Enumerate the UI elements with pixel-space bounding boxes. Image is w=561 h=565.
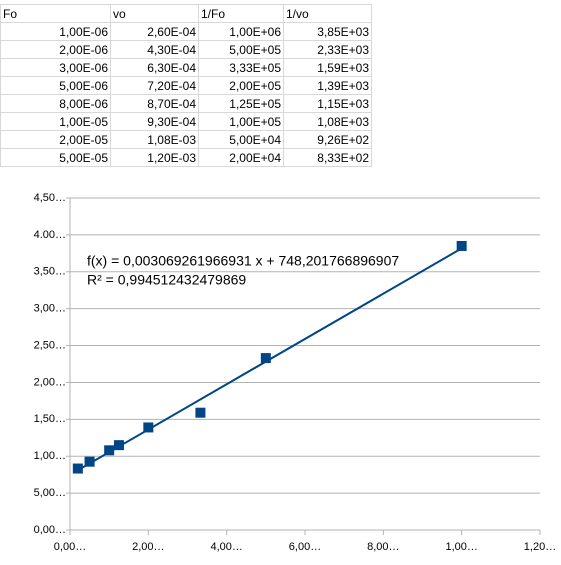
table-cell: 8,00E-06 bbox=[0, 94, 111, 113]
table-cell: 5,00E-05 bbox=[0, 148, 111, 167]
table-cell: 1,00E-05 bbox=[0, 112, 111, 131]
table-row: 5,00E-05 1,20E-03 2,00E+04 8,33E+02 bbox=[0, 148, 372, 167]
x-tick-label: 0,00… bbox=[54, 541, 86, 553]
table-cell: 2,00E+04 bbox=[198, 148, 284, 167]
trendline-equation: f(x) = 0,003069261966931 x + 748,2017668… bbox=[87, 253, 399, 269]
x-tick-label: 1,00… bbox=[445, 541, 477, 553]
table-cell: 8,70E-04 bbox=[110, 94, 199, 113]
y-tick-label: 3,00… bbox=[34, 303, 66, 315]
table-cell: 4,30E-04 bbox=[110, 40, 199, 59]
table-cell: 1,00E-06 bbox=[0, 22, 111, 41]
table-cell: 1,08E-03 bbox=[110, 130, 199, 149]
data-point bbox=[72, 463, 83, 474]
data-point bbox=[260, 353, 271, 364]
y-tick-label: 4,50… bbox=[34, 192, 66, 204]
table-cell: 1,59E+03 bbox=[283, 58, 372, 77]
y-tick-label: 4.00… bbox=[34, 229, 66, 241]
data-point bbox=[84, 456, 95, 467]
y-tick-label: 5,00… bbox=[34, 487, 66, 499]
y-tick-label: 3,50… bbox=[34, 266, 66, 278]
x-tick-label: 6,00… bbox=[289, 541, 321, 553]
data-point bbox=[104, 445, 115, 456]
x-tick-label: 4,00… bbox=[210, 541, 242, 553]
table-cell: 1,39E+03 bbox=[283, 76, 372, 95]
table-cell: 8,33E+02 bbox=[283, 148, 372, 167]
x-tick-label: 1,20… bbox=[524, 541, 556, 553]
table-cell: 9,26E+02 bbox=[283, 130, 372, 149]
y-tick-label: 0,00… bbox=[34, 524, 66, 536]
data-point bbox=[113, 440, 124, 451]
table-row: 5,00E-06 7,20E-04 2,00E+05 1,39E+03 bbox=[0, 76, 372, 95]
y-tick-label: 2,00… bbox=[34, 376, 66, 388]
table-cell: 1,00E+05 bbox=[198, 112, 284, 131]
y-tick-label: 1,50… bbox=[34, 413, 66, 425]
x-tick-label: 2,00… bbox=[132, 541, 164, 553]
table-row: 3,00E-06 6,30E-04 3,33E+05 1,59E+03 bbox=[0, 58, 372, 77]
data-table: Fo vo 1/Fo 1/vo 1,00E-06 2,60E-04 1,00E+06 3,85… bbox=[0, 4, 372, 167]
y-tick-label: 2,50… bbox=[34, 339, 66, 351]
table-row: 8,00E-06 8,70E-04 1,25E+05 1,15E+03 bbox=[0, 94, 372, 113]
table-row: 1,00E-05 9,30E-04 1,00E+05 1,08E+03 bbox=[0, 112, 372, 131]
data-point bbox=[195, 407, 206, 418]
y-tick-label: 1,00… bbox=[34, 450, 66, 462]
table-cell: 5,00E-06 bbox=[0, 76, 111, 95]
table-cell: 7,20E-04 bbox=[110, 76, 199, 95]
data-point bbox=[143, 422, 154, 433]
x-tick-label: 8,00… bbox=[367, 541, 399, 553]
r-squared: R² = 0,994512432479869 bbox=[87, 272, 246, 288]
data-point bbox=[456, 240, 467, 251]
table-cell: 6,30E-04 bbox=[110, 58, 199, 77]
table-row: 2,00E-06 4,30E-04 5,00E+05 2,33E+03 bbox=[0, 40, 372, 59]
table-cell: 3,00E-06 bbox=[0, 58, 111, 77]
